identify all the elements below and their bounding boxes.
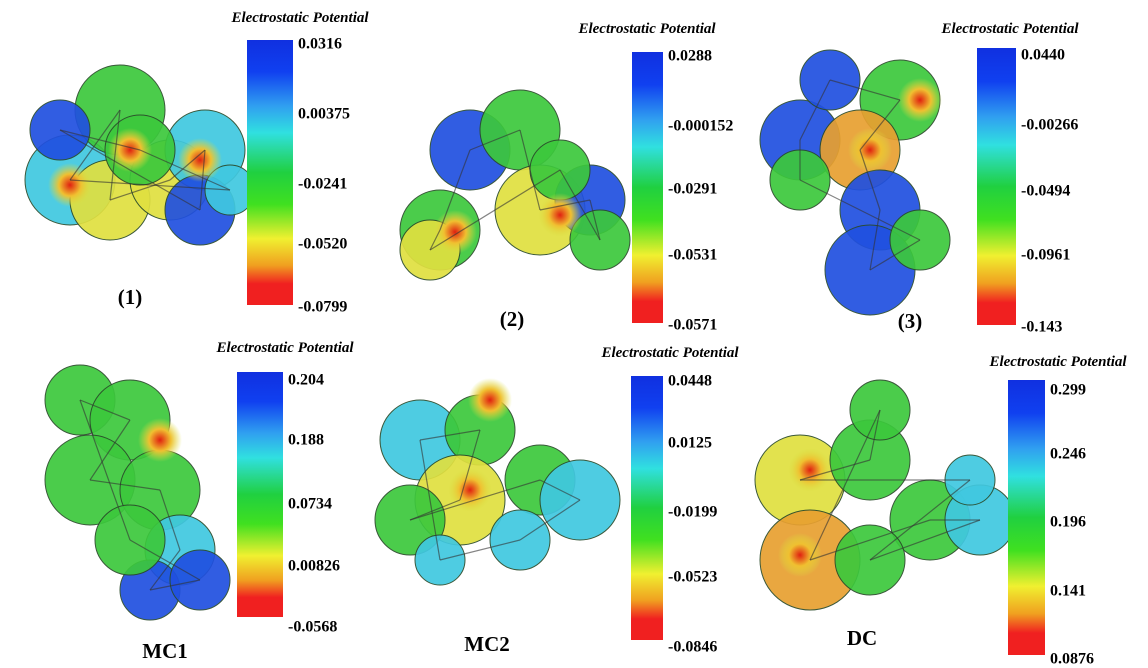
colorbar-title: Electrostatic Potential [940, 21, 1079, 37]
colorbar-tick-label: 0.188 [288, 432, 324, 449]
colorbar [237, 372, 283, 617]
negative-region [848, 128, 892, 172]
negative-region [788, 448, 832, 492]
colorbar-title: Electrostatic Potential [600, 345, 739, 361]
colorbar-tick-label: 0.0316 [298, 36, 342, 53]
colorbar-tick-label: -0.0571 [668, 317, 717, 334]
colorbar-tick-label: 0.204 [288, 372, 324, 389]
molecule-surface [25, 65, 255, 245]
colorbar-tick-label: -0.000152 [668, 118, 733, 135]
molecule-surface [400, 90, 630, 280]
colorbar-tick-label: 0.0125 [668, 435, 712, 452]
negative-region [468, 378, 512, 422]
colorbar [631, 376, 663, 640]
negative-region [448, 468, 492, 512]
colorbar-tick-label: -0.0568 [288, 619, 337, 636]
colorbar-title: Electrostatic Potential [988, 354, 1127, 370]
colorbar [632, 52, 663, 323]
colorbar-tick-label: 0.0288 [668, 48, 712, 65]
colorbar-tick-label: 0.00375 [298, 106, 350, 123]
colorbar-tick-label: 0.196 [1050, 514, 1086, 531]
negative-region [778, 533, 822, 577]
colorbar-tick-label: -0.143 [1021, 319, 1062, 336]
panel-label: (3) [898, 309, 923, 333]
colorbar-tick-label: 0.141 [1050, 583, 1086, 600]
colorbar-title: Electrostatic Potential [577, 21, 716, 37]
colorbar-tick-label: 0.00826 [288, 558, 340, 575]
molecule-surface [375, 378, 620, 585]
negative-region [538, 193, 582, 237]
molecule-surface [760, 50, 950, 315]
colorbar-tick-label: -0.0241 [298, 176, 347, 193]
colorbar [247, 40, 293, 305]
colorbar-tick-label: -0.0520 [298, 236, 347, 253]
colorbar [1008, 380, 1045, 655]
negative-region [108, 128, 152, 172]
colorbar-tick-label: -0.0494 [1021, 183, 1070, 200]
colorbar-tick-label: -0.0531 [668, 247, 717, 264]
colorbar [977, 48, 1016, 325]
molecule-surface [45, 365, 230, 620]
colorbar-title: Electrostatic Potential [230, 10, 369, 26]
colorbar-tick-label: 0.246 [1050, 446, 1086, 463]
colorbar-tick-label: -0.00266 [1021, 117, 1078, 134]
colorbar-title: Electrostatic Potential [215, 340, 354, 356]
colorbar-tick-label: -0.0291 [668, 181, 717, 198]
panel-label: (1) [118, 285, 143, 309]
colorbar-tick-label: 0.0448 [668, 373, 712, 390]
negative-region [138, 418, 182, 462]
colorbar-tick-label: 0.0440 [1021, 47, 1065, 64]
panel-label: (2) [500, 307, 525, 331]
colorbar-tick-label: 0.0734 [288, 496, 332, 513]
molecule-surface [755, 380, 1015, 610]
colorbar-tick-label: -0.0199 [668, 504, 717, 521]
colorbar-tick-label: -0.0799 [298, 299, 347, 316]
negative-region [898, 78, 942, 122]
panel-label: DC [847, 626, 877, 650]
colorbar-tick-label: -0.0846 [668, 639, 717, 656]
negative-region [48, 163, 92, 207]
panel-label: MC2 [464, 632, 510, 656]
colorbar-tick-label: -0.0523 [668, 569, 717, 586]
negative-region [178, 138, 222, 182]
figure: Electrostatic Potential 0.0316 0.00375 -0.0… [0, 0, 1148, 668]
colorbar-tick-label: 0.299 [1050, 382, 1086, 399]
panel-label: MC1 [142, 639, 188, 663]
colorbar-tick-label: 0.0876 [1050, 651, 1094, 668]
colorbar-tick-label: -0.0961 [1021, 247, 1070, 264]
